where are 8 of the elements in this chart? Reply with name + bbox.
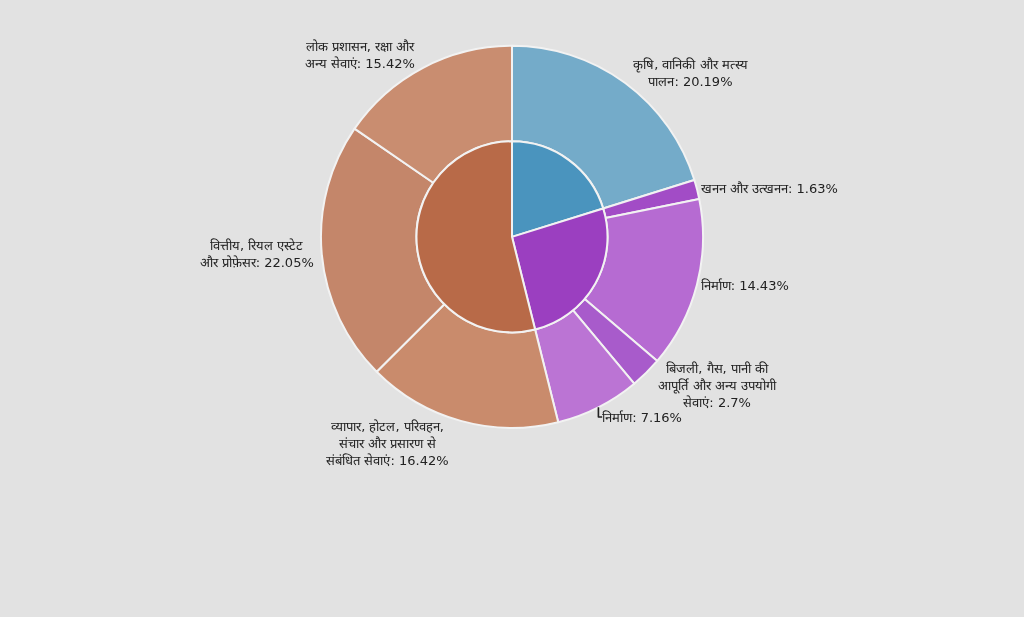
slice-label: निर्माण: 7.16%: [602, 409, 682, 425]
slice-label: निर्माण: 14.43%: [700, 277, 789, 293]
slice-label: बिजली, गैस, पानी की आपूर्ति और अन्य उपयोगी सेवाएं: 2.7%: [658, 360, 777, 410]
slice-label: खनन और उत्खनन: 1.63%: [700, 181, 838, 197]
slice-label: लोक प्रशासन, रक्षा और अन्य सेवाएं: 15.42%: [304, 39, 416, 72]
slice-label: कृषि, वानिकी और मत्स्य पालन: 20.19%: [633, 56, 748, 89]
slice-label: वित्तीय, रियल एस्टेट और प्रोफ़ेसर: 22.05%: [199, 238, 314, 271]
slice-label: व्यापार, होटल, परिवहन, संचार और प्रसारण से संबंधित सेवाएं: 16.42%: [326, 419, 449, 468]
